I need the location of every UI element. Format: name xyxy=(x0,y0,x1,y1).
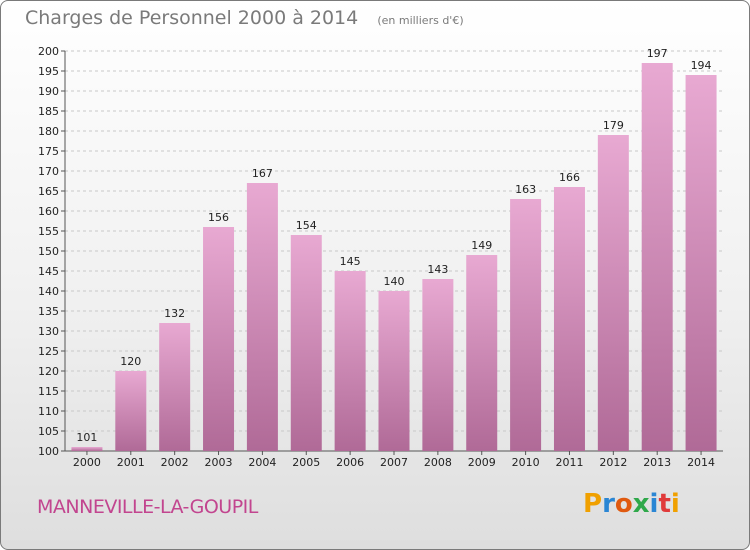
bar-2002 xyxy=(159,323,191,451)
logo-letter: P xyxy=(583,489,603,519)
y-tick-label: 100 xyxy=(38,445,59,458)
data-labels: 101 120 132 156 167 154 145 140 143 149 163 166 179 1… xyxy=(76,47,711,444)
data-label-2011: 166 xyxy=(559,171,580,184)
bar-2006 xyxy=(334,271,366,451)
data-label-2004: 167 xyxy=(252,167,273,180)
bar-2013 xyxy=(641,63,673,451)
y-tick-label: 120 xyxy=(38,365,59,378)
proxiti-logo[interactable]: Proxiti xyxy=(583,489,680,519)
x-tick-label: 2005 xyxy=(292,456,320,469)
y-tick-label: 110 xyxy=(38,405,59,418)
x-tick-label: 2014 xyxy=(687,456,715,469)
logo-letter: r xyxy=(602,489,615,519)
y-tick-label: 155 xyxy=(38,225,59,238)
x-tick-label: 2013 xyxy=(643,456,671,469)
bar-2012 xyxy=(597,135,629,451)
x-tick-label: 2003 xyxy=(205,456,233,469)
x-tick-label: 2008 xyxy=(424,456,452,469)
bar-2014 xyxy=(685,75,717,451)
logo-letter: o xyxy=(614,489,633,519)
logo-letter: i xyxy=(649,489,659,519)
x-tick-label: 2002 xyxy=(161,456,189,469)
x-tick-labels: 2000 2001 2002 2003 2004 2005 2006 2007 2008 2009… xyxy=(73,456,715,469)
y-tick-label: 175 xyxy=(38,145,59,158)
data-label-2001: 120 xyxy=(120,355,141,368)
logo-letter: i xyxy=(670,489,680,519)
y-tick-labels: 100 105 110 115 120 125 130 135 140 145 150 155 160 1… xyxy=(38,45,59,458)
x-tick-label: 2004 xyxy=(248,456,276,469)
y-tick-label: 170 xyxy=(38,165,59,178)
x-tick-label: 2001 xyxy=(117,456,145,469)
bars xyxy=(71,63,717,451)
chart-title: Charges de Personnel 2000 à 2014 xyxy=(25,7,359,29)
data-label-2009: 149 xyxy=(471,239,492,252)
data-label-2012: 179 xyxy=(603,119,624,132)
y-tick-label: 145 xyxy=(38,265,59,278)
x-tick-label: 2009 xyxy=(468,456,496,469)
bar-2003 xyxy=(203,227,235,451)
bar-2000 xyxy=(71,447,103,451)
data-label-2000: 101 xyxy=(76,431,97,444)
y-tick-label: 105 xyxy=(38,425,59,438)
x-tick-label: 2011 xyxy=(555,456,583,469)
x-tick-label: 2006 xyxy=(336,456,364,469)
x-tick-label: 2010 xyxy=(512,456,540,469)
bar-2004 xyxy=(246,183,278,451)
data-label-2010: 163 xyxy=(515,183,536,196)
data-label-2007: 140 xyxy=(384,275,405,288)
x-tick-label: 2012 xyxy=(599,456,627,469)
y-tick-label: 200 xyxy=(38,45,59,58)
commune-name: MANNEVILLE-LA-GOUPIL xyxy=(37,496,258,518)
bar-2007 xyxy=(378,291,410,451)
data-label-2013: 197 xyxy=(647,47,668,60)
bar-2010 xyxy=(510,199,542,451)
data-label-2008: 143 xyxy=(427,263,448,276)
y-tick-label: 115 xyxy=(38,385,59,398)
x-tick-label: 2000 xyxy=(73,456,101,469)
bar-2009 xyxy=(466,255,498,451)
y-tick-label: 130 xyxy=(38,325,59,338)
bar-2001 xyxy=(115,371,147,451)
data-label-2014: 194 xyxy=(691,59,712,72)
bar-2005 xyxy=(290,235,322,451)
y-tick-label: 140 xyxy=(38,285,59,298)
y-tick-label: 195 xyxy=(38,65,59,78)
x-tick-label: 2007 xyxy=(380,456,408,469)
data-label-2006: 145 xyxy=(340,255,361,268)
logo-letter: x xyxy=(632,489,650,519)
y-tick-label: 180 xyxy=(38,125,59,138)
bar-2011 xyxy=(553,187,585,451)
chart-subtitle: (en milliers d'€) xyxy=(377,14,464,27)
data-label-2002: 132 xyxy=(164,307,185,320)
data-label-2005: 154 xyxy=(296,219,317,232)
bar-2008 xyxy=(422,279,454,451)
data-label-2003: 156 xyxy=(208,211,229,224)
y-tick-label: 150 xyxy=(38,245,59,258)
y-tick-label: 185 xyxy=(38,105,59,118)
y-tick-label: 165 xyxy=(38,185,59,198)
logo-letter: t xyxy=(658,489,671,519)
y-tick-label: 190 xyxy=(38,85,59,98)
chart-header: Charges de Personnel 2000 à 2014 (en mil… xyxy=(25,7,464,29)
y-tick-label: 135 xyxy=(38,305,59,318)
y-tick-label: 125 xyxy=(38,345,59,358)
y-tick-label: 160 xyxy=(38,205,59,218)
